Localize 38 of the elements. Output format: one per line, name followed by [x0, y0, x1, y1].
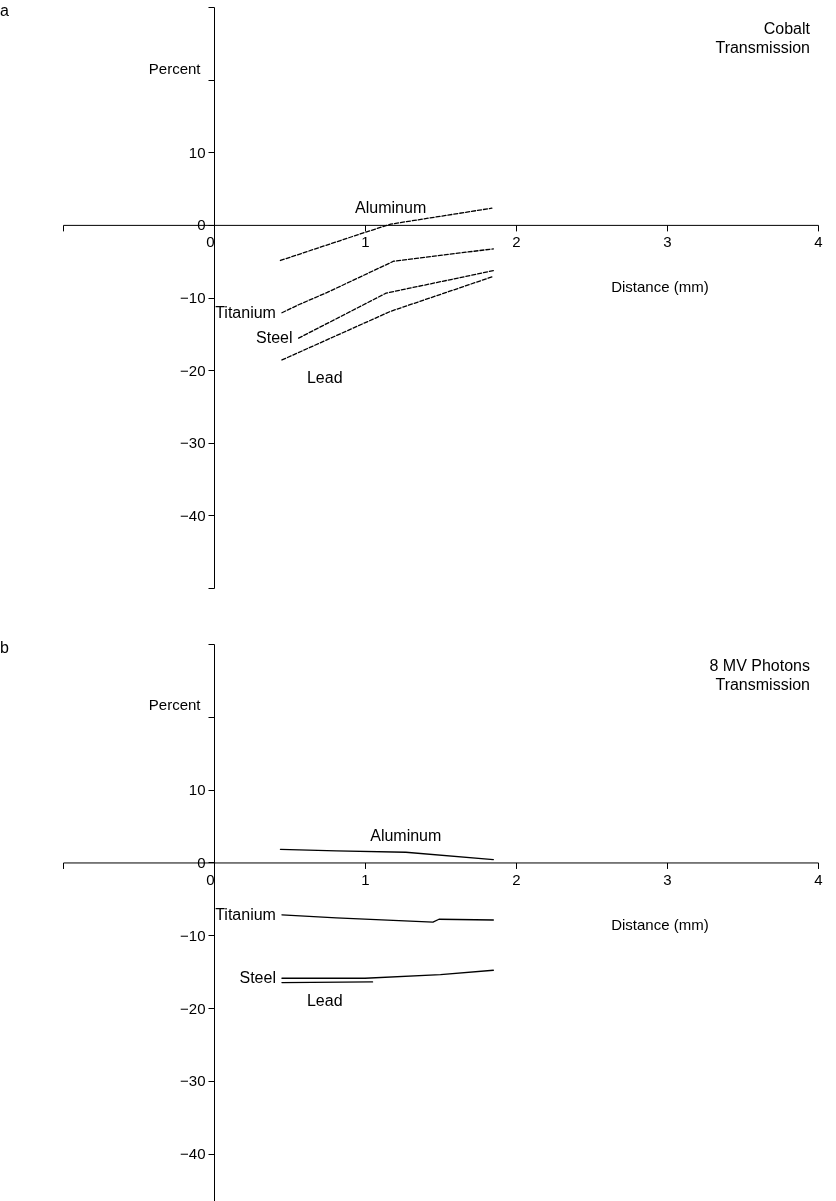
line-series: [281, 248, 494, 314]
x-tick-label: 3: [663, 233, 672, 251]
y-tick-label: −30: [180, 434, 206, 452]
line-series: [281, 914, 494, 923]
y-tick-label: 0: [197, 853, 206, 871]
series-label: Lead: [306, 368, 343, 386]
series-label: Titanium: [215, 303, 276, 321]
text: a: [0, 2, 9, 19]
x-tick-label: 2: [512, 870, 521, 888]
y-axis-title: Percent: [148, 60, 202, 78]
series-label: Steel: [239, 969, 276, 987]
line-series: [279, 848, 494, 861]
y-tick-label: 10: [188, 143, 206, 161]
y-tick-label: −40: [180, 1145, 206, 1163]
x-axis-title: Distance (mm): [611, 915, 709, 933]
y-tick-label: −10: [180, 289, 206, 306]
y-tick-label: −40: [180, 506, 206, 524]
series-label: Steel: [256, 329, 293, 347]
x-axis-title: Distance (mm): [611, 278, 709, 296]
x-tick-label: 1: [361, 233, 370, 251]
y-tick-label: −30: [180, 1072, 206, 1090]
y-tick-label: −20: [180, 999, 206, 1017]
y-tick-label: −10: [180, 926, 206, 944]
y-axis-title: Percent: [148, 695, 202, 713]
series-label: Lead: [306, 991, 343, 1009]
series-label: Aluminum: [355, 199, 427, 217]
text: Cobalt Transmission: [715, 20, 811, 56]
x-tick-label: 4: [814, 870, 823, 888]
x-tick-label: 4: [814, 233, 823, 251]
x-tick-label: 2: [512, 233, 521, 251]
y-tick-label: 10: [188, 781, 206, 799]
x-tick-label: 1: [361, 870, 370, 888]
series-label: Titanium: [215, 905, 276, 923]
y-tick-label: −20: [180, 361, 206, 379]
text: 8 MV Photons Transmission: [709, 657, 810, 693]
text: b: [0, 639, 9, 656]
x-tick-label: 3: [663, 870, 672, 888]
series-label: Aluminum: [370, 827, 442, 845]
